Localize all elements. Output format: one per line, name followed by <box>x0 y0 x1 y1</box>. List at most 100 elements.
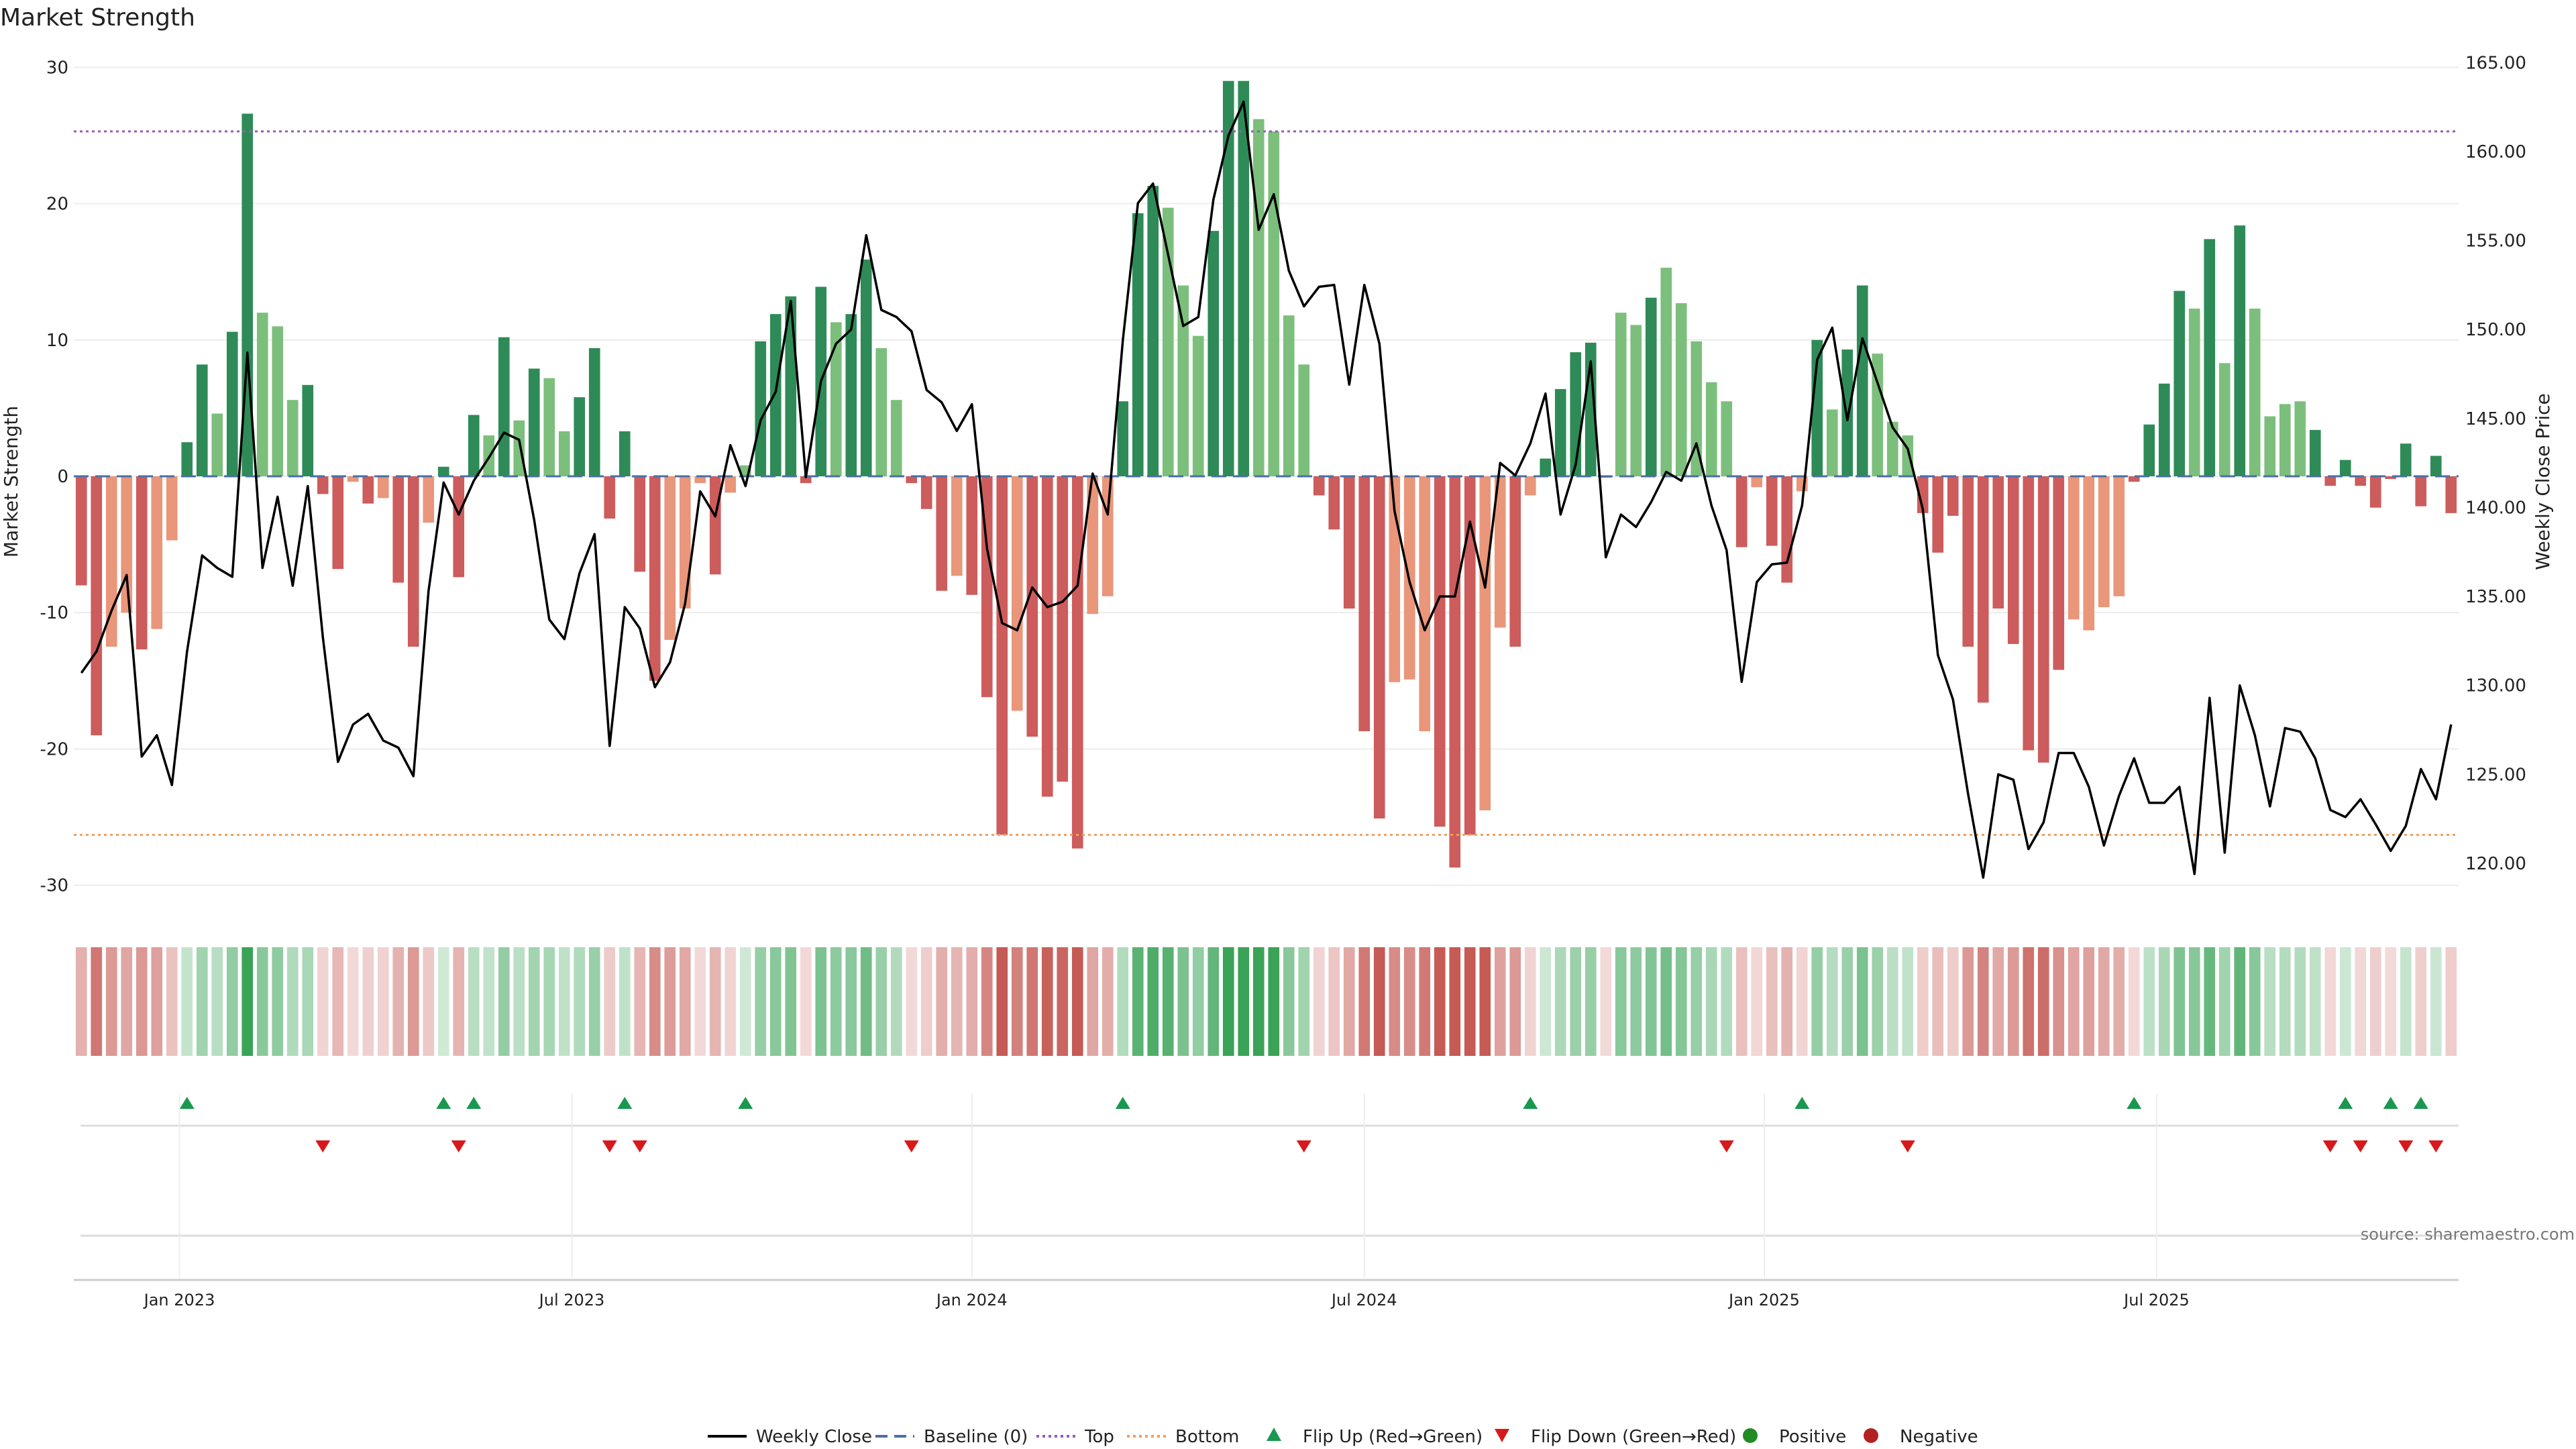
heat-cell-negative <box>604 947 616 1056</box>
positive-bar <box>1886 421 1898 476</box>
flip-up-marker <box>179 1097 195 1109</box>
positive-bar <box>1208 231 1220 476</box>
negative-bar <box>709 476 721 575</box>
heat-cell-negative <box>2128 947 2140 1056</box>
positive-bar <box>1268 131 1280 476</box>
weekly-close-line-group <box>80 100 2453 879</box>
negative-bar <box>377 476 389 498</box>
heat-cell-positive <box>1690 947 1703 1056</box>
flip-down-marker <box>2322 1140 2338 1152</box>
positive-bar <box>1645 297 1657 476</box>
y2-tick-label: 155.00 <box>2465 231 2526 252</box>
legend-item: Flip Up (Red→Green) <box>1267 1427 1483 1447</box>
heat-cell-positive <box>226 947 238 1056</box>
negative-bar <box>317 476 329 494</box>
positive-bar <box>286 400 299 476</box>
heat-cell-positive <box>2430 947 2442 1056</box>
negative-bar <box>1087 476 1099 614</box>
flip-down-marker <box>2353 1140 2368 1152</box>
x-axis: Jan 2023 Jul 2023 Jan 2024 Jul 2024 Jan 2025… <box>143 1093 2190 1309</box>
heat-cell-positive <box>1177 947 1189 1056</box>
heat-cell-positive <box>196 947 208 1056</box>
positive-bar <box>498 337 510 476</box>
heat-cell-negative <box>75 947 87 1056</box>
y2-tick-label: 160.00 <box>2465 142 2526 162</box>
flip-up-marker <box>1523 1097 1538 1109</box>
legend-swatch-negative <box>1864 1428 1878 1443</box>
negative-bar <box>2037 476 2049 763</box>
flip-down-marker <box>632 1140 647 1152</box>
flip-down-marker <box>315 1140 331 1152</box>
heat-cell-negative <box>362 947 374 1056</box>
heat-cell-negative <box>2355 947 2367 1056</box>
positive-bar <box>2430 455 2442 476</box>
y2-axis-label: Weekly Close Price <box>2532 393 2554 570</box>
heat-cell-negative <box>1373 947 1385 1056</box>
heat-cell-positive <box>2339 947 2351 1056</box>
heat-cell-negative <box>407 947 419 1056</box>
y-axis-label: Market Strength <box>0 406 22 557</box>
negative-bar <box>966 476 978 595</box>
positive-bar <box>1826 409 1838 476</box>
y2-tick-label: 125.00 <box>2465 765 2526 785</box>
heat-cell-positive <box>1540 947 1552 1056</box>
flip-markers <box>74 1097 2459 1281</box>
heat-cell-negative <box>136 947 148 1056</box>
negative-bar <box>1977 476 1989 703</box>
y-tick-label: 20 <box>46 195 68 215</box>
heat-cell-negative <box>377 947 389 1056</box>
heat-cell-positive <box>1856 947 1868 1056</box>
x-tick-label: Jul 2024 <box>1330 1291 1397 1309</box>
heat-cell-negative <box>1524 947 1536 1056</box>
heat-cell-negative <box>1419 947 1431 1056</box>
heat-cell-positive <box>1872 947 1884 1056</box>
positive-bar <box>1162 207 1174 476</box>
negative-bar <box>2068 476 2080 620</box>
heat-cell-positive <box>739 947 751 1056</box>
flip-down-marker <box>2428 1140 2444 1152</box>
positive-bar <box>2143 424 2155 476</box>
heat-cell-positive <box>1252 947 1265 1056</box>
flip-down-marker <box>451 1140 466 1152</box>
legend-item: Flip Down (Green→Red) <box>1495 1427 1736 1447</box>
negative-bar <box>906 476 918 484</box>
positive-bar <box>619 431 631 476</box>
negative-bar <box>1026 476 1038 737</box>
heat-cell-negative <box>951 947 963 1056</box>
positive-bar <box>1298 364 1310 476</box>
heat-cell-positive <box>574 947 586 1056</box>
flip-up-marker <box>2338 1097 2353 1109</box>
negative-bar <box>2053 476 2065 670</box>
negative-bar <box>1479 476 1491 810</box>
heat-cell-negative <box>800 947 812 1056</box>
heat-cell-negative <box>1389 947 1401 1056</box>
negative-bar <box>936 476 948 591</box>
positive-bar <box>2294 401 2306 476</box>
heat-cell-negative <box>1313 947 1325 1056</box>
negative-bar <box>2007 476 2019 644</box>
heat-cell-negative <box>2445 947 2457 1056</box>
heat-cell-negative <box>2037 947 2049 1056</box>
y-tick-label: -10 <box>40 603 68 623</box>
negative-bar <box>634 476 646 572</box>
flip-up-marker <box>2413 1097 2428 1109</box>
y-tick-label: -30 <box>40 876 68 896</box>
heat-cell-negative <box>2007 947 2019 1056</box>
heat-cell-positive <box>1298 947 1310 1056</box>
heat-cell-negative <box>1026 947 1038 1056</box>
heat-cell-positive <box>1585 947 1597 1056</box>
legend-label: Negative <box>1900 1427 1978 1447</box>
negative-bar <box>951 476 963 576</box>
negative-bar <box>1494 476 1506 628</box>
positive-bar <box>2309 429 2321 476</box>
heat-cell-positive <box>875 947 888 1056</box>
heat-cell-negative <box>2324 947 2337 1056</box>
heat-cell-positive <box>2234 947 2246 1056</box>
heat-cell-positive <box>2400 947 2412 1056</box>
positive-bar <box>1690 341 1703 476</box>
heat-cell-positive <box>468 947 480 1056</box>
heat-cell-positive <box>1192 947 1204 1056</box>
legend-label: Bottom <box>1175 1427 1239 1447</box>
negative-bar <box>1373 476 1385 819</box>
legend-label: Weekly Close <box>756 1427 872 1447</box>
